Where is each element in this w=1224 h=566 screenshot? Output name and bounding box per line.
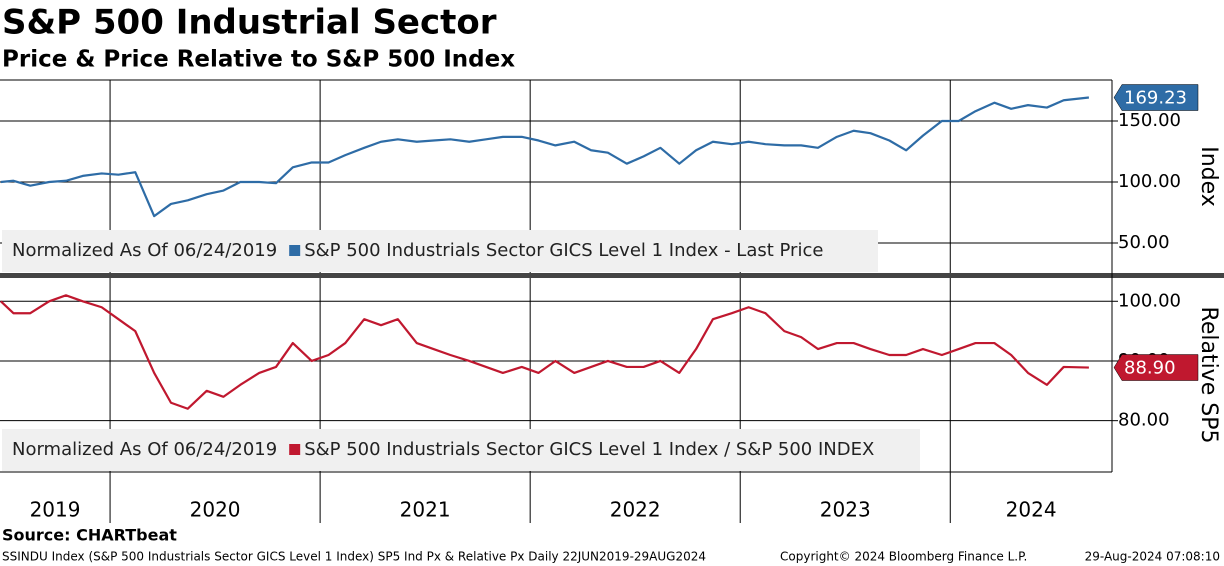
chart-title: S&P 500 Industrial Sector [2,3,497,43]
legend-box [2,429,920,471]
y-tick-label: 50.00 [1118,232,1170,253]
y-axis-label: Index [1196,146,1221,207]
x-tick-label: 2020 [190,498,241,522]
footer-timestamp: 29-Aug-2024 07:08:10 [1085,550,1220,564]
panel-divider [0,273,1224,278]
series-line [0,294,1089,410]
footer-copyright: Copyright© 2024 Bloomberg Finance L.P. [780,550,1027,564]
legend-label: S&P 500 Industrials Sector GICS Level 1 … [304,439,874,460]
x-tick-label: 2022 [610,498,661,522]
legend-swatch [289,444,301,455]
legend-prefix: Normalized As Of 06/24/2019 [12,439,277,460]
x-tick-label: 2024 [1006,498,1057,522]
x-tick-label: 2019 [30,498,81,522]
x-tick-label: 2021 [400,498,451,522]
y-tick-label: 150.00 [1118,110,1181,131]
value-label: 88.90 [1124,358,1176,379]
legend-prefix: Normalized As Of 06/24/2019 [12,240,277,261]
y-tick-label: 80.00 [1118,410,1170,431]
value-label-box [1113,84,1199,111]
footer-description: SSINDU Index (S&P 500 Industrials Sector… [2,550,706,564]
legend-label: S&P 500 Industrials Sector GICS Level 1 … [304,240,823,261]
chart-subtitle: Price & Price Relative to S&P 500 Index [2,47,515,73]
y-tick-label: 100.00 [1118,171,1181,192]
series-line [0,96,1090,218]
legend-swatch [289,245,301,256]
source: Source: CHARTbeat [2,526,177,545]
y-axis-label: Relative SP5 [1196,307,1221,444]
legend-box [2,230,878,272]
value-label: 169.23 [1124,88,1187,109]
value-label-box [1113,354,1199,381]
x-tick-label: 2023 [820,498,871,522]
y-tick-label: 100.00 [1118,290,1181,311]
